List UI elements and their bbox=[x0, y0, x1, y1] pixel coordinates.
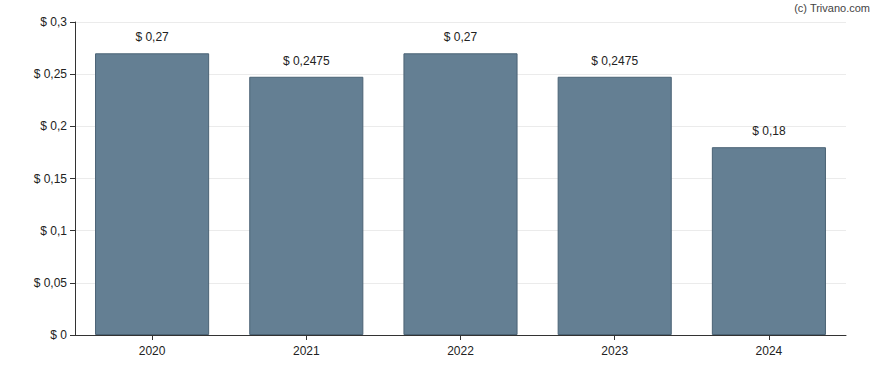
svg-text:$ 0,25: $ 0,25 bbox=[34, 67, 68, 81]
svg-text:2023: 2023 bbox=[601, 344, 628, 358]
svg-text:$ 0,05: $ 0,05 bbox=[34, 276, 68, 290]
svg-text:$ 0,1: $ 0,1 bbox=[40, 224, 67, 238]
svg-text:2020: 2020 bbox=[139, 344, 166, 358]
svg-text:$ 0,2475: $ 0,2475 bbox=[283, 54, 330, 68]
svg-text:(c) Trivano.com: (c) Trivano.com bbox=[794, 2, 870, 14]
svg-text:$ 0,27: $ 0,27 bbox=[135, 30, 169, 44]
svg-text:$ 0,18: $ 0,18 bbox=[752, 124, 786, 138]
svg-text:$ 0,15: $ 0,15 bbox=[34, 172, 68, 186]
svg-text:$ 0,2: $ 0,2 bbox=[40, 119, 67, 133]
svg-text:2021: 2021 bbox=[293, 344, 320, 358]
svg-text:2024: 2024 bbox=[756, 344, 783, 358]
svg-text:$ 0,2475: $ 0,2475 bbox=[591, 54, 638, 68]
svg-text:2022: 2022 bbox=[447, 344, 474, 358]
svg-text:$ 0,3: $ 0,3 bbox=[40, 15, 67, 29]
svg-text:$ 0,27: $ 0,27 bbox=[444, 30, 478, 44]
svg-text:$ 0: $ 0 bbox=[50, 328, 67, 342]
